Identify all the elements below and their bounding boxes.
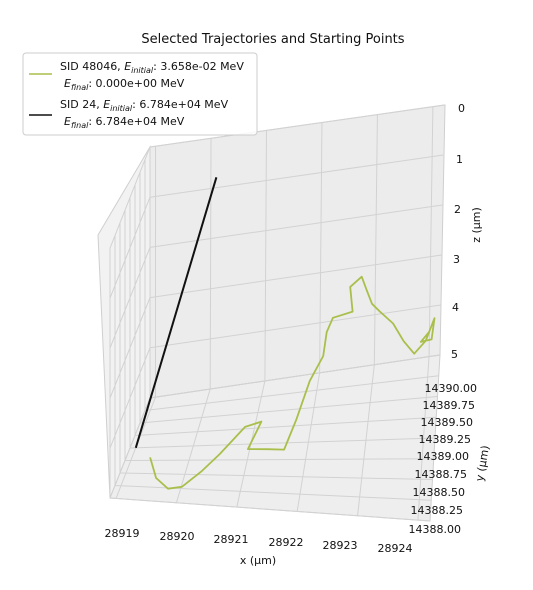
- x-tick-label: 28924: [378, 542, 413, 555]
- y-tick-label: 14389.75: [423, 399, 476, 412]
- x-tick-labels: 28919 28920 28921 28922 28923 28924: [105, 527, 413, 555]
- legend-entry-0-einit-sub: initial: [131, 66, 154, 75]
- y-tick-label: 14389.25: [419, 433, 472, 446]
- legend-entry-0-line1: SID 48046, Einitial: 3.658e-02 MeV: [60, 60, 244, 75]
- z-grid-line: [109, 347, 151, 449]
- chart-title: Selected Trajectories and Starting Point…: [141, 32, 404, 47]
- x-grid-line: [264, 130, 267, 381]
- y-grid-line: [144, 375, 439, 411]
- y-grid-line: [109, 497, 431, 522]
- legend-entry-1-line2: Efinal: 6.784e+04 MeV: [64, 115, 185, 130]
- z-grid-line: [149, 104, 445, 148]
- z-tick-label: 2: [454, 203, 461, 216]
- y-tick-label: 14388.50: [413, 486, 466, 499]
- z-grid-line: [149, 304, 441, 349]
- z-tick-label: 1: [456, 153, 463, 166]
- y-grid-line: [139, 396, 438, 424]
- x-tick-label: 28922: [269, 536, 304, 549]
- y-grid-line: [124, 458, 434, 461]
- legend-entry-0-einit-symbol: E: [124, 60, 131, 73]
- trajectory-line-sid-48046: [149, 275, 436, 490]
- x-tick-label: 28919: [105, 527, 140, 540]
- legend: SID 48046, Einitial: 3.658e-02 MeV Efina…: [22, 52, 258, 136]
- legend-entry-0-prefix: SID 48046,: [60, 60, 124, 73]
- legend-entry-0-einit-value: : 3.658e-02 MeV: [153, 60, 244, 73]
- legend-entry-0-line2: Efinal: 0.000e+00 MeV: [64, 77, 185, 92]
- x-tick-label: 28920: [160, 530, 195, 543]
- y-tick-label: 14390.00: [425, 382, 478, 395]
- legend-entry-1-efinal-value: : 6.784e+04 MeV: [88, 115, 184, 128]
- y-tick-label: 14388.00: [409, 523, 462, 536]
- z-tick-label: 4: [452, 301, 459, 314]
- z-grid-line: [149, 354, 441, 399]
- legend-entry-0-efinal-sub: final: [71, 83, 89, 92]
- z-axis-label: z (µm): [470, 207, 483, 243]
- y-grid-line: [134, 416, 437, 436]
- legend-box: [22, 52, 258, 136]
- legend-entry-0-efinal-value: : 0.000e+00 MeV: [88, 77, 184, 90]
- y-tick-labels: 14390.00 14389.75 14389.50 14389.25 1438…: [409, 382, 478, 536]
- z-grid-line: [149, 254, 442, 299]
- y-tick-label: 14388.25: [411, 504, 464, 517]
- z-grid-line: [109, 397, 151, 499]
- z-tick-labels: 0 1 2 3 4 5: [451, 102, 465, 361]
- x-grid-line: [319, 122, 323, 373]
- x-axis-label: x (µm): [240, 554, 276, 567]
- y-tick-label: 14389.50: [421, 416, 474, 429]
- legend-entry-1-prefix: SID 24,: [60, 98, 103, 111]
- z-grid-line: [109, 146, 151, 249]
- z-grid-line: [149, 204, 443, 248]
- y-tick-label: 14389.00: [417, 450, 470, 463]
- legend-entry-0-efinal-symbol: E: [64, 77, 71, 90]
- z-tick-label: 3: [453, 253, 460, 266]
- z-grid-line: [109, 197, 151, 299]
- y-grid-line: [129, 437, 436, 449]
- z-tick-label: 0: [458, 102, 465, 115]
- y-axis-label: y (µm): [473, 444, 492, 482]
- legend-entry-1-efinal-symbol: E: [64, 115, 71, 128]
- legend-entry-1-line1: SID 24, Einitial: 6.784e+04 MeV: [60, 98, 229, 113]
- z-grid-line: [149, 154, 444, 198]
- legend-entry-1-einit-sub: initial: [110, 104, 133, 113]
- x-grid-line: [373, 114, 378, 365]
- x-grid-line: [209, 138, 212, 390]
- y-grid-line: [119, 472, 433, 480]
- trajectory-series: [134, 177, 436, 490]
- z-grid-line: [109, 247, 151, 349]
- z-grid-line: [109, 297, 151, 399]
- trajectory-line-sid-24: [134, 177, 218, 449]
- legend-entry-1-efinal-sub: final: [71, 121, 89, 130]
- legend-entry-1-einit-symbol: E: [103, 98, 110, 111]
- x-grid-line: [428, 106, 434, 357]
- y-tick-label: 14388.75: [415, 468, 468, 481]
- x-tick-label: 28923: [323, 539, 358, 552]
- legend-entry-1-einit-value: : 6.784e+04 MeV: [132, 98, 228, 111]
- z-tick-label: 5: [451, 348, 458, 361]
- x-tick-label: 28921: [214, 533, 249, 546]
